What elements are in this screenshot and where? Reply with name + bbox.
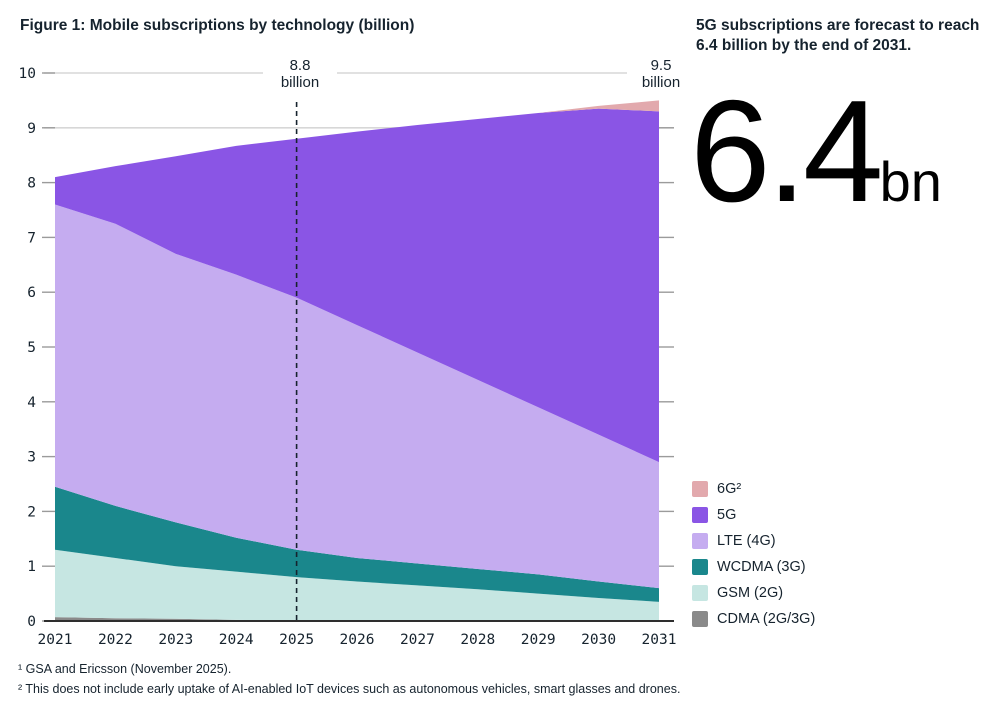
y-axis-label-6: 6: [27, 285, 36, 301]
annotation-2031-unit: billion: [641, 74, 681, 91]
y-axis-label-9: 9: [27, 121, 36, 137]
y-axis-label-5: 5: [27, 340, 36, 356]
annotation-2031-value: 9.5: [650, 57, 672, 74]
x-axis-label-2025: 2025: [279, 632, 314, 648]
x-axis-label-2024: 2024: [219, 632, 254, 648]
x-axis-label-2022: 2022: [98, 632, 133, 648]
y-axis-label-10: 10: [19, 66, 36, 82]
legend-label: WCDMA (3G): [717, 559, 806, 575]
footnote-1: ¹ GSA and Ericsson (November 2025).: [18, 662, 232, 676]
y-axis-label-3: 3: [27, 450, 36, 466]
y-axis-label-8: 8: [27, 176, 36, 192]
side-panel-heading: 5G subscriptions are forecast to reach 6…: [696, 17, 980, 54]
footnote-2: ² This does not include early uptake of …: [18, 682, 681, 696]
legend-label: LTE (4G): [717, 533, 776, 549]
annotation-2025-value: 8.8: [289, 57, 311, 74]
legend-swatch: [692, 559, 708, 575]
legend-swatch: [692, 507, 708, 523]
legend-swatch: [692, 533, 708, 549]
y-axis-label-1: 1: [27, 559, 36, 575]
legend-swatch: [692, 611, 708, 627]
side-panel: 5G subscriptions are forecast to reach 6…: [696, 16, 990, 56]
legend-item-5: GSM (2G): [692, 580, 815, 606]
chart-legend: 6G² 5G LTE (4G) WCDMA (3G) GSM (2G) CDMA (2G/…: [692, 476, 815, 632]
legend-swatch: [692, 585, 708, 601]
x-axis-label-2031: 2031: [642, 632, 677, 648]
legend-label: 5G: [717, 507, 737, 523]
area-gsm-2g-: [55, 549, 659, 621]
x-axis-label-2030: 2030: [581, 632, 616, 648]
legend-item-3: LTE (4G): [692, 528, 815, 554]
legend-label: 6G²: [717, 481, 742, 497]
big-stat-value: 6.4: [690, 70, 884, 232]
legend-item-2: 5G: [692, 502, 815, 528]
legend-label: GSM (2G): [717, 585, 784, 601]
legend-item-1: 6G²: [692, 476, 815, 502]
x-axis-label-2026: 2026: [340, 632, 375, 648]
legend-swatch: [692, 481, 708, 497]
x-axis-label-2021: 2021: [38, 632, 73, 648]
y-axis-label-2: 2: [27, 504, 36, 520]
figure-title: Figure 1: Mobile subscriptions by techno…: [20, 17, 415, 34]
subscriptions-area-chart: 0 1 2 3 4 5 6 7 8 9 10 2021 2022 2023 2024 2025 2026 2027…: [19, 66, 677, 648]
footnotes: ¹ GSA and Ericsson (November 2025). ² Th…: [18, 659, 680, 699]
x-axis-label-2027: 2027: [400, 632, 435, 648]
y-axis-label-0: 0: [27, 614, 36, 630]
area-6g: [55, 100, 659, 178]
legend-label: CDMA (2G/3G): [717, 611, 816, 627]
legend-item-4: WCDMA (3G): [692, 554, 815, 580]
area-wcdma-3g-: [55, 486, 659, 602]
big-stat-unit: bn: [879, 150, 942, 213]
x-axis-label-2028: 2028: [460, 632, 495, 648]
x-axis-label-2029: 2029: [521, 632, 556, 648]
annotation-2025-unit: billion: [280, 74, 320, 91]
x-axis-label-2023: 2023: [158, 632, 193, 648]
annotation-2025: 8.8 billion: [263, 55, 337, 93]
y-axis-label-7: 7: [27, 230, 36, 246]
legend-item-6: CDMA (2G/3G): [692, 606, 815, 632]
annotation-2031: 9.5 billion: [627, 55, 695, 93]
big-stat: 6.4bn: [690, 79, 942, 224]
y-axis-label-4: 4: [27, 395, 36, 411]
area-lte-4g-: [55, 204, 659, 589]
area-5g: [55, 108, 659, 463]
